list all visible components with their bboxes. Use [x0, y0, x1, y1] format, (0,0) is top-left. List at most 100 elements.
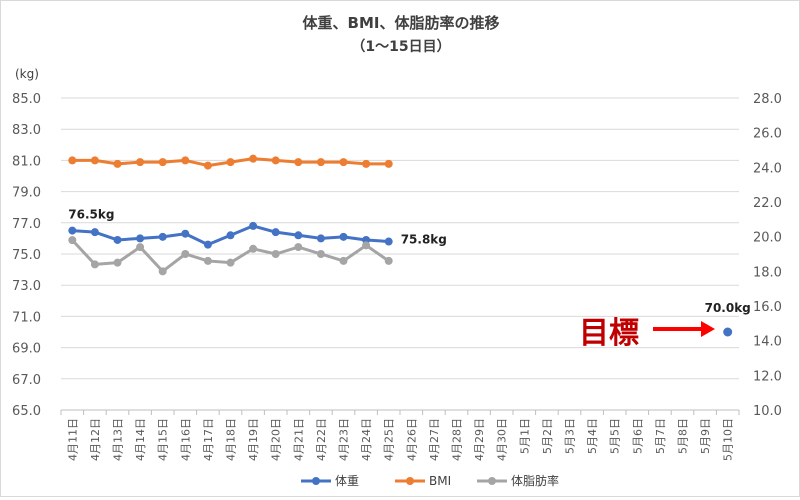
data-point: [203, 256, 212, 265]
x-tick-label: 4月21日: [292, 418, 305, 461]
data-point: [384, 256, 393, 265]
legend-marker: [488, 477, 496, 485]
legend-marker: [406, 477, 414, 485]
data-point: [316, 158, 325, 167]
data-point: [90, 260, 99, 269]
data-point: [68, 156, 77, 165]
data-point: [339, 256, 348, 265]
y-left-tick-label: 77.0: [12, 217, 41, 232]
legend-label: BMI: [429, 474, 451, 488]
x-tick-label: 4月26日: [405, 418, 418, 461]
data-label: 70.0kg: [705, 301, 751, 315]
x-tick-label: 4月22日: [315, 418, 328, 461]
x-tick-label: 4月29日: [473, 418, 486, 461]
data-point: [294, 243, 303, 252]
data-point: [113, 235, 122, 244]
y-left-tick-label: 81.0: [12, 154, 41, 169]
goal-data-point: [723, 327, 733, 337]
y-axis-right: 10.0 12.0 14.0 16.0 18.0 20.0 22.0 24.0 26.0 28.0: [753, 92, 782, 419]
data-point: [294, 231, 303, 240]
y-axis-left: 65.0 67.0 69.0 71.0 73.0 75.0 77.0 79.0 81.0 83.0…: [12, 92, 41, 419]
annotations: 76.5kg 75.8kg 70.0kg: [68, 208, 750, 315]
data-point: [68, 226, 77, 235]
data-point: [113, 159, 122, 168]
y-left-tick-label: 73.0: [12, 279, 41, 294]
data-point: [249, 154, 258, 163]
data-point: [226, 158, 235, 167]
x-tick-label: 4月18日: [225, 418, 238, 461]
y-right-tick-label: 28.0: [753, 92, 782, 107]
y-left-tick-label: 65.0: [12, 404, 41, 419]
data-point: [136, 243, 145, 252]
x-tick-label: 4月17日: [202, 418, 215, 461]
x-tick-label: 5月6日: [631, 418, 644, 454]
y-left-tick-label: 85.0: [12, 92, 41, 107]
legend-label: 体脂肪率: [511, 473, 559, 488]
goal-marker: 目標: [579, 316, 715, 351]
gridlines: [61, 97, 739, 411]
y-right-tick-label: 20.0: [753, 231, 782, 246]
x-tick-label: 5月3日: [564, 418, 577, 454]
x-tick-label: 5月10日: [722, 418, 735, 461]
y-right-tick-label: 12.0: [753, 369, 782, 384]
x-tick-label: 4月25日: [383, 418, 396, 461]
y-right-tick-label: 10.0: [753, 404, 782, 419]
data-point: [113, 258, 122, 267]
y-left-tick-label: 71.0: [12, 310, 41, 325]
y-left-tick-label: 83.0: [12, 123, 41, 138]
x-tick-label: 4月15日: [157, 418, 170, 461]
x-tick-label: 4月12日: [89, 418, 102, 461]
chart-subtitle: （1～15日目）: [351, 39, 450, 55]
data-point: [68, 236, 77, 245]
goal-arrowhead-icon: [701, 321, 715, 337]
y-right-tick-label: 24.0: [753, 161, 782, 176]
x-tick-label: 5月2日: [541, 418, 554, 454]
data-point: [362, 241, 371, 250]
data-point: [136, 158, 145, 167]
x-tick-label: 5月8日: [677, 418, 690, 454]
y-right-tick-label: 26.0: [753, 127, 782, 142]
legend-marker: [312, 477, 320, 485]
data-point: [339, 158, 348, 167]
x-tick-label: 5月9日: [699, 418, 712, 454]
data-point: [294, 158, 303, 167]
data-point: [362, 159, 371, 168]
data-point: [384, 159, 393, 168]
x-tick-label: 5月7日: [654, 418, 667, 454]
y-left-tick-label: 69.0: [12, 342, 41, 357]
goal-label: 目標: [579, 316, 639, 351]
data-point: [384, 237, 393, 246]
x-tick-label: 4月23日: [338, 418, 351, 461]
y-right-tick-label: 22.0: [753, 196, 782, 211]
data-label: 76.5kg: [68, 208, 114, 222]
y-left-tick-label: 75.0: [12, 248, 41, 263]
x-tick-label: 4月24日: [360, 418, 373, 461]
x-tick-label: 5月1日: [518, 418, 531, 454]
y-unit-label: (kg): [15, 67, 39, 81]
x-tick-label: 4月16日: [179, 418, 192, 461]
series-layer: [68, 154, 733, 337]
data-point: [181, 229, 190, 238]
x-tick-label: 4月19日: [247, 418, 260, 461]
x-axis: 4月11日 4月12日 4月13日 4月14日 4月15日 4月16日 4月17日 4月18日…: [60, 410, 740, 461]
y-left-tick-label: 67.0: [12, 373, 41, 388]
data-point: [316, 234, 325, 243]
x-tick-label: 4月20日: [270, 418, 283, 461]
y-right-tick-label: 14.0: [753, 335, 782, 350]
x-tick-label: 4月30日: [496, 418, 509, 461]
x-tick-label: 5月4日: [586, 418, 599, 454]
data-point: [339, 232, 348, 241]
data-point: [158, 232, 167, 241]
x-tick-label: 5月5日: [609, 418, 622, 454]
data-point: [271, 228, 280, 237]
x-tick-label: 4月11日: [66, 418, 79, 461]
data-point: [90, 228, 99, 237]
data-point: [158, 267, 167, 276]
data-point: [226, 258, 235, 267]
data-point: [249, 221, 258, 230]
data-point: [271, 250, 280, 258]
legend: 体重 BMI 体脂肪率: [301, 473, 559, 488]
data-point: [316, 250, 325, 258]
y-right-tick-label: 16.0: [753, 300, 782, 315]
